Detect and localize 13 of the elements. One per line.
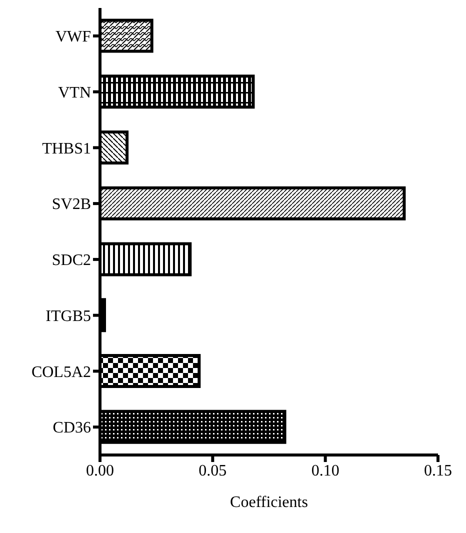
y-tick-label: VWF [55,28,92,46]
x-tick-label: 0.10 [311,462,340,480]
x-tick-label: 0.00 [86,462,114,480]
y-tick-label: COL5A2 [31,364,91,381]
y-tick-label: THBS1 [42,140,91,158]
y-tick-label: SDC2 [52,252,91,270]
y-tick-label: CD36 [52,420,91,437]
y-tick-label: VTN [58,84,92,102]
y-tick-label: ITGB5 [46,308,91,325]
y-tick-label: SV2B [52,196,91,214]
x-tick-label: 0.05 [198,462,227,480]
x-tick-label: 0.15 [424,462,452,480]
x-axis-title: Coefficients [230,494,308,511]
